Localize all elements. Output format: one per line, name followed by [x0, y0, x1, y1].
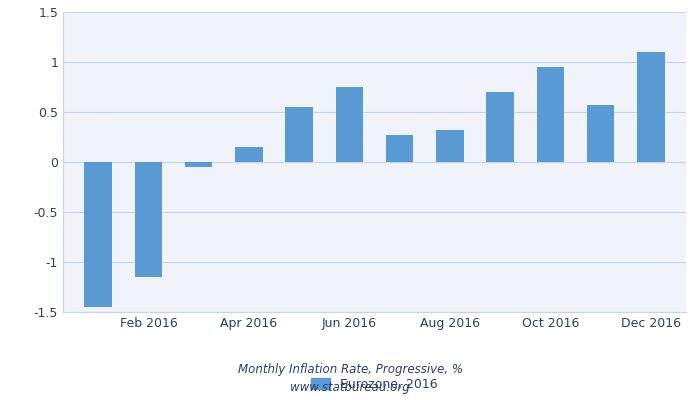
Bar — [386, 135, 414, 162]
Legend: Eurozone, 2016: Eurozone, 2016 — [307, 373, 442, 396]
Text: Monthly Inflation Rate, Progressive, %: Monthly Inflation Rate, Progressive, % — [237, 364, 463, 376]
Bar — [536, 67, 564, 162]
Bar — [637, 52, 664, 162]
Bar — [134, 162, 162, 277]
Text: www.statbureau.org: www.statbureau.org — [290, 382, 410, 394]
Bar — [436, 130, 463, 162]
Bar — [85, 162, 112, 307]
Bar — [286, 107, 313, 162]
Bar — [235, 147, 262, 162]
Bar — [587, 105, 615, 162]
Bar — [486, 92, 514, 162]
Bar — [335, 87, 363, 162]
Bar — [185, 162, 213, 167]
